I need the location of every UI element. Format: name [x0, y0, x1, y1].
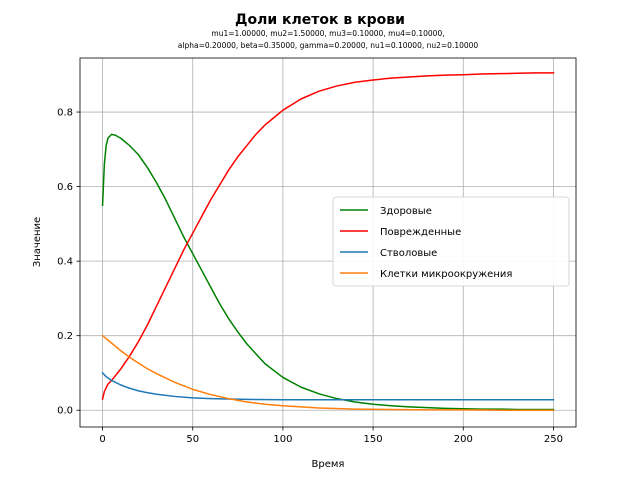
y-tick-label: 0.8: [57, 108, 73, 119]
series-line-stem: [101, 371, 555, 401]
legend-label-damaged: Поврежденные: [380, 227, 461, 238]
chart-subtitle-line-1: mu1=1.00000, mu2=1.50000, mu3=0.10000, m…: [211, 29, 444, 38]
x-tick-label: 150: [364, 434, 383, 445]
chart-subtitle-line-2: alpha=0.20000, beta=0.35000, gamma=0.200…: [178, 41, 479, 50]
x-tick-label: 200: [454, 434, 473, 445]
y-tick-label: 0.4: [57, 257, 73, 268]
x-tick-label: 100: [273, 434, 292, 445]
y-tick-label: 0.6: [57, 182, 73, 193]
chart-title: Доли клеток в крови: [235, 12, 405, 28]
plot-frame: [79, 57, 577, 428]
x-tick-label: 0: [99, 434, 105, 445]
legend: Здоровые Поврежденные Стволовые Клетки м…: [332, 196, 570, 287]
legend-label-stem: Стволовые: [380, 248, 437, 259]
legend-label-healthy: Здоровые: [380, 206, 432, 217]
grid: [80, 58, 576, 427]
series-layer: [101, 72, 555, 411]
axis-ticks: 0 50 100 150 200 250 0.0 0.2 0.4 0.6 0.8: [57, 108, 563, 445]
legend-box: [332, 196, 570, 287]
series-line-microenvironment: [101, 334, 555, 411]
y-axis-label: Значение: [32, 217, 43, 267]
x-tick-label: 250: [544, 434, 563, 445]
y-tick-label: 0.2: [57, 331, 73, 342]
series-line-damaged: [101, 72, 555, 400]
legend-label-microenvironment: Клетки микроокружения: [380, 269, 512, 280]
x-tick-label: 50: [186, 434, 199, 445]
series-line-healthy: [101, 133, 555, 411]
y-tick-label: 0.0: [57, 406, 73, 417]
x-axis-label: Время: [312, 459, 345, 470]
